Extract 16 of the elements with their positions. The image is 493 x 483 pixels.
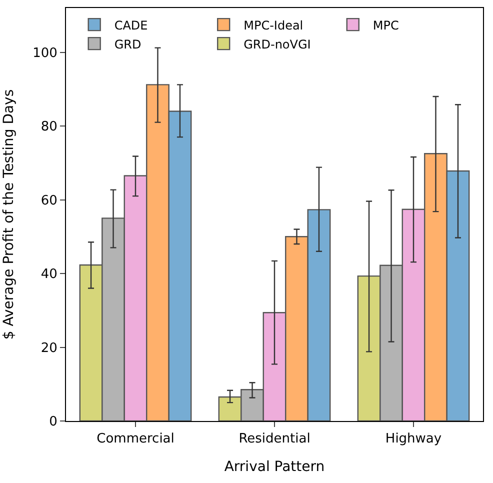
x-tick-label: Commercial [96,432,174,447]
legend-label: CADE [114,18,148,32]
y-tick-label: 20 [40,340,58,356]
x-tick-label: Highway [385,432,442,447]
legend-label: MPC [372,18,399,32]
legend-label: GRD [114,37,142,52]
y-tick-label: 80 [40,120,58,135]
x-tick-label: Residential [238,432,310,447]
y-tick-label: 40 [40,267,58,282]
x-axis-title: Arrival Pattern [224,458,325,475]
y-axis-title: $ Average Profit of the Testing Days [1,89,18,340]
y-tick-label: 100 [32,46,58,61]
legend-label: GRD-noVGI [244,37,311,52]
y-tick-label: 0 [49,414,58,430]
legend-label: MPC-Ideal [244,18,304,32]
y-tick-label: 60 [40,193,58,208]
